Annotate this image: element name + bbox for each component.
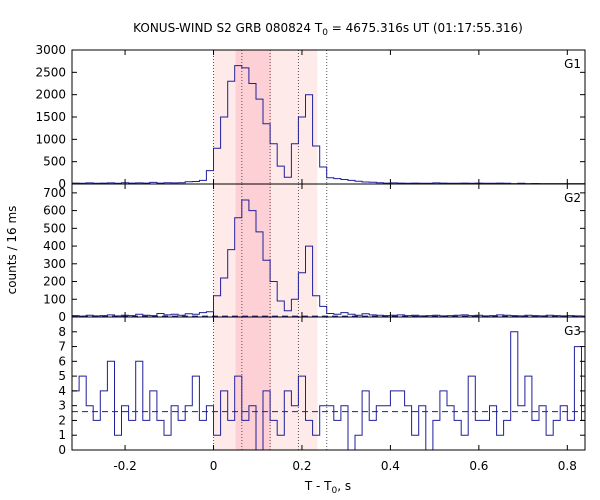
chart-title-main: KONUS-WIND S2 GRB 080824 T xyxy=(133,21,323,35)
y-tick-label: 300 xyxy=(43,257,66,271)
y-axis-label: counts / 16 ms xyxy=(5,206,19,295)
y-tick-label: 0 xyxy=(58,443,66,457)
y-tick-label: 200 xyxy=(43,275,66,289)
y-tick-label: 2 xyxy=(58,413,66,427)
y-tick-label: 2000 xyxy=(35,88,66,102)
panel-label: G2 xyxy=(564,191,581,205)
series-g1-step-line xyxy=(72,65,585,185)
y-tick-label: 700 xyxy=(43,186,66,200)
y-tick-label: 100 xyxy=(43,292,66,306)
x-axis-label: T - T0, s xyxy=(304,479,351,496)
x-tick-label: -0.2 xyxy=(113,459,136,473)
y-tick-label: 4 xyxy=(58,384,66,398)
x-tick-label: 0 xyxy=(210,459,218,473)
shaded-interval-dark xyxy=(235,317,272,450)
y-tick-label: 0 xyxy=(58,310,66,324)
y-tick-label: 600 xyxy=(43,204,66,218)
panel-label: G1 xyxy=(564,57,581,71)
y-tick-label: 1500 xyxy=(35,110,66,124)
x-tick-label: 0.6 xyxy=(469,459,488,473)
y-tick-label: 1000 xyxy=(35,132,66,146)
y-tick-label: 2500 xyxy=(35,65,66,79)
panel-label: G3 xyxy=(564,324,581,338)
x-tick-label: 0.2 xyxy=(292,459,311,473)
y-tick-label: 400 xyxy=(43,239,66,253)
series-g2-step-line xyxy=(72,199,585,317)
y-tick-label: 6 xyxy=(58,354,66,368)
panels-layer: 050010001500200025003000G101002003004005… xyxy=(35,43,586,473)
y-tick-label: 7 xyxy=(58,340,66,354)
panel-frame xyxy=(71,316,586,451)
y-tick-label: 3000 xyxy=(35,43,66,57)
x-axis-label-subscript: 0 xyxy=(332,486,338,496)
series-g3-step-line xyxy=(72,331,585,451)
y-tick-label: 1 xyxy=(58,428,66,442)
y-tick-label: 5 xyxy=(58,369,66,383)
y-tick-label: 500 xyxy=(43,221,66,235)
chart-title-rest: = 4675.316s UT (01:17:55.316) xyxy=(328,21,523,35)
shaded-interval-dark xyxy=(235,50,272,184)
y-tick-label: 3 xyxy=(58,399,66,413)
y-tick-label: 8 xyxy=(58,325,66,339)
y-tick-label: 0 xyxy=(58,177,66,191)
chart-title-subscript: 0 xyxy=(322,28,328,38)
panel-g1: 0 500 1000 1500 2000 2500 3000 G1 xyxy=(35,43,586,191)
shaded-interval-dark xyxy=(235,184,272,317)
x-axis-label-rest: , s xyxy=(337,479,351,493)
chart-title: KONUS-WIND S2 GRB 080824 T0 = 4675.316s … xyxy=(133,21,523,38)
x-tick-label: 0.4 xyxy=(381,459,400,473)
y-tick-label: 500 xyxy=(43,155,66,169)
x-axis-label-main: T - T xyxy=(304,479,332,493)
x-tick-label: 0.8 xyxy=(558,459,577,473)
